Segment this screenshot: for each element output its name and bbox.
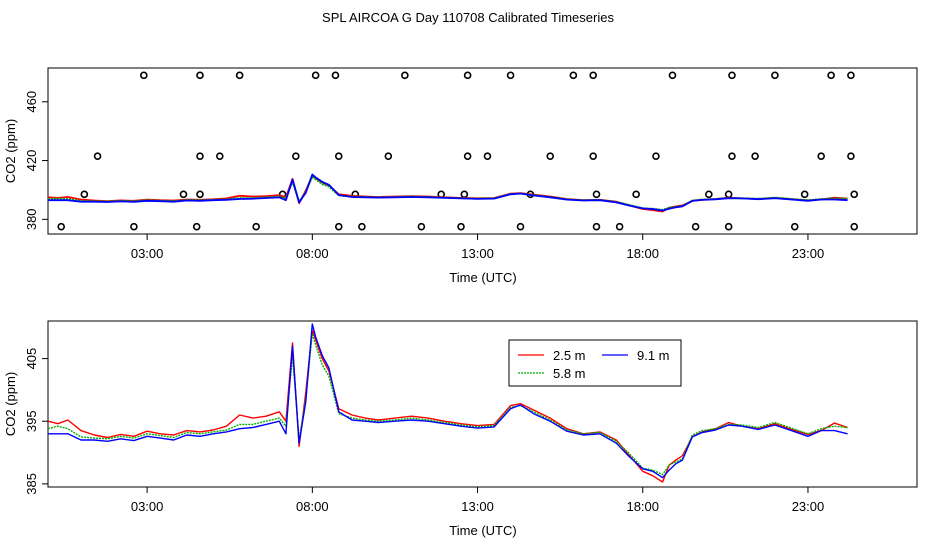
- top-flag-point: [460, 190, 469, 199]
- top-series-5-8-m: [47, 175, 848, 211]
- legend-label-9-1: 9.1 m: [637, 348, 670, 363]
- top-flag-point: [331, 71, 340, 80]
- top-flag-point: [252, 222, 260, 231]
- top-flag-point: [705, 190, 713, 199]
- top-flag-point: [800, 190, 809, 199]
- top-x-axis-label: Time (UTC): [449, 270, 516, 285]
- top-flag-point: [817, 152, 825, 160]
- bottom-y-tick-label: 395: [24, 410, 39, 432]
- top-flag-point: [334, 222, 343, 231]
- top-flag-point: [334, 152, 343, 160]
- top-flag-point: [57, 222, 66, 231]
- top-y-axis: 380 420 460: [24, 91, 48, 230]
- top-flag-point: [130, 222, 138, 231]
- top-y-axis-label: CO2 (ppm): [3, 119, 18, 183]
- top-flag-point: [196, 190, 204, 199]
- top-flag-point: [592, 222, 601, 231]
- top-flag-point: [847, 152, 855, 160]
- top-flag-point: [463, 152, 472, 160]
- bottom-x-tick-label: 18:00: [626, 499, 659, 514]
- legend-box: [508, 339, 682, 387]
- top-flag-point: [196, 71, 204, 80]
- bottom-y-tick-label: 385: [24, 473, 39, 495]
- bottom-y-axis: 385 395 405: [24, 348, 48, 495]
- top-flag-point: [179, 190, 188, 199]
- top-flag-point: [463, 71, 472, 80]
- top-y-tick-label: 380: [24, 208, 39, 230]
- top-flag-point: [516, 222, 525, 231]
- legend-label-5-8: 5.8 m: [553, 366, 586, 381]
- top-x-tick-label: 08:00: [296, 246, 329, 261]
- top-flag-point: [589, 71, 597, 80]
- top-flag-point: [483, 152, 492, 160]
- top-flag-point: [850, 222, 859, 231]
- bottom-x-tick-label: 03:00: [131, 499, 164, 514]
- top-flag-point: [216, 152, 224, 160]
- top-flag-point: [401, 71, 409, 80]
- bottom-series-2-5-m: [47, 329, 848, 483]
- top-flag-point: [827, 71, 835, 80]
- top-panel: 03:00 08:00 13:00 18:00 23:00 380 420 460 Time…: [3, 67, 918, 285]
- top-flag-point: [569, 71, 578, 80]
- top-x-axis: 03:00 08:00 13:00 18:00 23:00: [131, 234, 824, 261]
- bottom-series-lines: [47, 323, 848, 483]
- top-flag-point: [196, 152, 204, 160]
- top-flag-point: [80, 190, 89, 199]
- top-flag-point: [311, 71, 320, 80]
- bottom-x-axis-label: Time (UTC): [449, 523, 516, 538]
- top-plot-frame: [47, 67, 918, 235]
- top-flag-point: [235, 71, 244, 80]
- bottom-x-tick-label: 23:00: [792, 499, 825, 514]
- bottom-y-tick-label: 405: [24, 348, 39, 370]
- top-flag-point: [847, 71, 855, 80]
- top-flag-point: [850, 190, 859, 199]
- bottom-plot-frame: [47, 320, 918, 488]
- chart-title: SPL AIRCOA G Day 110708 Calibrated Times…: [322, 10, 614, 25]
- top-flag-point: [652, 152, 660, 160]
- top-flag-point: [292, 152, 300, 160]
- top-flag-point: [140, 71, 148, 80]
- top-series-lines: [47, 173, 848, 213]
- top-flag-point: [728, 71, 736, 80]
- top-flag-point: [668, 71, 677, 80]
- legend: 2.5 m 5.8 m 9.1 m: [508, 339, 682, 387]
- top-flag-point: [724, 190, 733, 199]
- bottom-panel: 03:00 08:00 13:00 18:00 23:00 385 395 405 Time…: [3, 320, 918, 538]
- top-flag-point: [589, 152, 597, 160]
- top-flag-point: [790, 222, 799, 231]
- top-series-9-1-m: [48, 173, 848, 212]
- legend-label-2-5: 2.5 m: [553, 348, 586, 363]
- top-flag-point: [384, 152, 393, 160]
- top-flag-point: [506, 71, 515, 80]
- top-x-tick-label: 23:00: [792, 246, 825, 261]
- top-flag-point: [546, 152, 555, 160]
- top-flag-point: [592, 190, 601, 199]
- top-flag-point: [771, 71, 779, 80]
- bottom-series-5-8-m: [47, 332, 848, 476]
- top-flag-point: [192, 222, 201, 231]
- top-flag-points: [57, 71, 859, 231]
- bottom-series-9-1-m: [48, 323, 848, 479]
- top-flag-point: [724, 222, 733, 231]
- top-y-tick-label: 420: [24, 150, 39, 172]
- bottom-x-tick-label: 08:00: [296, 499, 329, 514]
- top-flag-point: [417, 222, 426, 231]
- top-flag-point: [728, 152, 736, 160]
- top-flag-point: [615, 222, 624, 231]
- top-flag-point: [632, 190, 640, 199]
- top-series-2-5-m: [47, 175, 848, 213]
- top-flag-point: [358, 222, 366, 231]
- top-x-tick-label: 18:00: [626, 246, 659, 261]
- top-x-tick-label: 03:00: [131, 246, 164, 261]
- top-flag-point: [691, 222, 700, 231]
- bottom-y-axis-label: CO2 (ppm): [3, 372, 18, 436]
- bottom-x-tick-label: 13:00: [461, 499, 494, 514]
- top-flag-point: [93, 152, 102, 160]
- top-y-tick-label: 460: [24, 91, 39, 113]
- top-flag-point: [751, 152, 759, 160]
- top-x-tick-label: 13:00: [461, 246, 494, 261]
- bottom-x-axis: 03:00 08:00 13:00 18:00 23:00: [131, 487, 824, 514]
- top-flag-point: [457, 222, 465, 231]
